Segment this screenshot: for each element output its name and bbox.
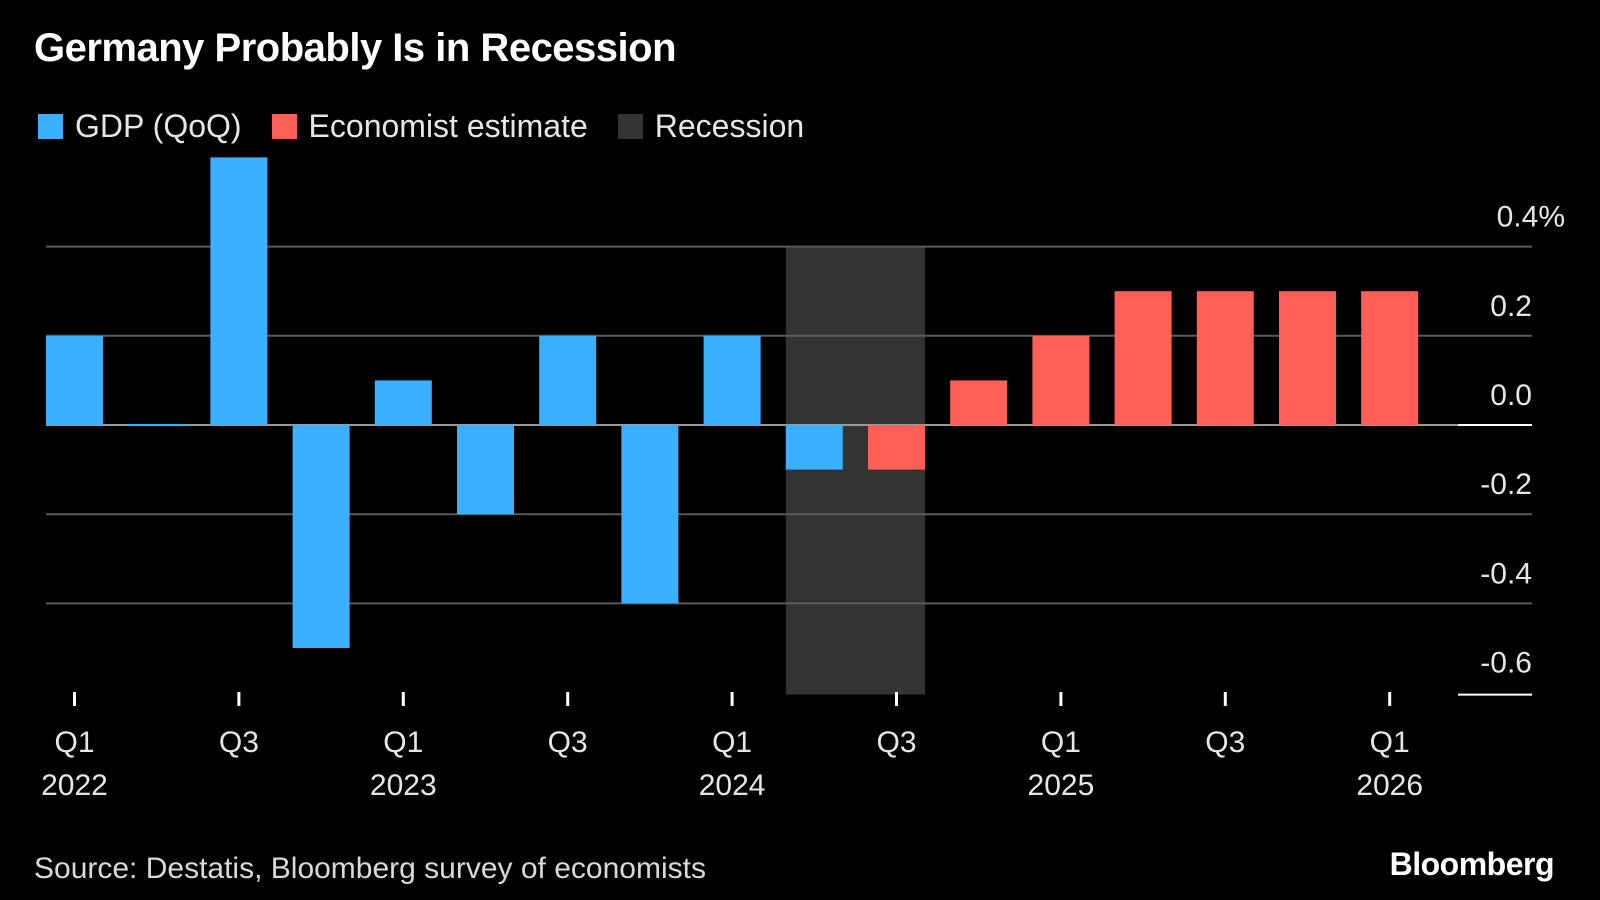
- chart-title: Germany Probably Is in Recession: [34, 26, 677, 70]
- estimate-bar: [1279, 291, 1336, 425]
- legend-item-recession: Recession: [617, 108, 805, 145]
- x-tick-label-year: 2023: [370, 769, 437, 802]
- gdp-bar: [292, 425, 350, 648]
- y-tick-label: -0.4: [1480, 557, 1532, 590]
- legend-item-gdp: GDP (QoQ): [38, 108, 242, 145]
- x-tick-label-quarter: Q3: [876, 726, 916, 759]
- gdp-bar: [210, 157, 268, 425]
- source-note: Source: Destatis, Bloomberg survey of ec…: [34, 852, 706, 885]
- x-tick-label-quarter: Q3: [219, 726, 259, 759]
- legend-item-estimate: Economist estimate: [271, 108, 588, 145]
- legend-swatch-gdp: [38, 114, 63, 139]
- legend-swatch-recession: [617, 114, 643, 139]
- y-tick-label: -0.6: [1480, 647, 1532, 680]
- gdp-bar: [374, 380, 432, 425]
- estimate-bar: [1032, 335, 1090, 425]
- gdp-bar: [457, 425, 514, 515]
- x-tick-label-year: 2022: [41, 769, 108, 802]
- recession-shade: [785, 246, 925, 695]
- gdp-bar: [621, 425, 679, 604]
- estimate-bar: [1196, 291, 1254, 425]
- gdp-bar: [128, 424, 186, 426]
- x-tick-label-quarter: Q3: [1205, 726, 1245, 759]
- x-tick-label-quarter: Q1: [712, 726, 752, 759]
- x-tick-label-year: 2026: [1356, 769, 1423, 802]
- gdp-bar: [539, 335, 597, 425]
- legend: GDP (QoQ) Economist estimate Recession: [38, 108, 834, 145]
- estimate-bar: [868, 425, 925, 470]
- x-tick-label-quarter: Q1: [1370, 726, 1410, 759]
- x-tick-label-quarter: Q1: [54, 726, 94, 759]
- estimate-bar: [1114, 291, 1172, 425]
- y-tick-label: 0.4%: [1497, 201, 1565, 234]
- y-tick-label: 0.0: [1490, 379, 1532, 412]
- legend-label-estimate: Economist estimate: [308, 108, 588, 144]
- legend-swatch-estimate: [271, 114, 297, 139]
- gdp-bar: [46, 335, 103, 425]
- x-tick-label-year: 2024: [699, 769, 766, 802]
- gdp-bar: [785, 425, 843, 470]
- legend-label-gdp: GDP (QoQ): [75, 108, 242, 144]
- legend-label-recession: Recession: [654, 108, 805, 144]
- x-tick-label-quarter: Q3: [548, 726, 588, 759]
- x-tick-label-year: 2025: [1028, 769, 1095, 802]
- x-tick-label-quarter: Q1: [1041, 726, 1081, 759]
- y-tick-label: 0.2: [1490, 290, 1532, 323]
- estimate-bar: [950, 380, 1008, 425]
- gdp-bar: [703, 335, 761, 425]
- y-tick-label: -0.2: [1480, 468, 1532, 501]
- bloomberg-logo: Bloomberg: [1389, 846, 1555, 882]
- x-tick-label-quarter: Q1: [383, 726, 423, 759]
- estimate-bar: [1361, 291, 1419, 425]
